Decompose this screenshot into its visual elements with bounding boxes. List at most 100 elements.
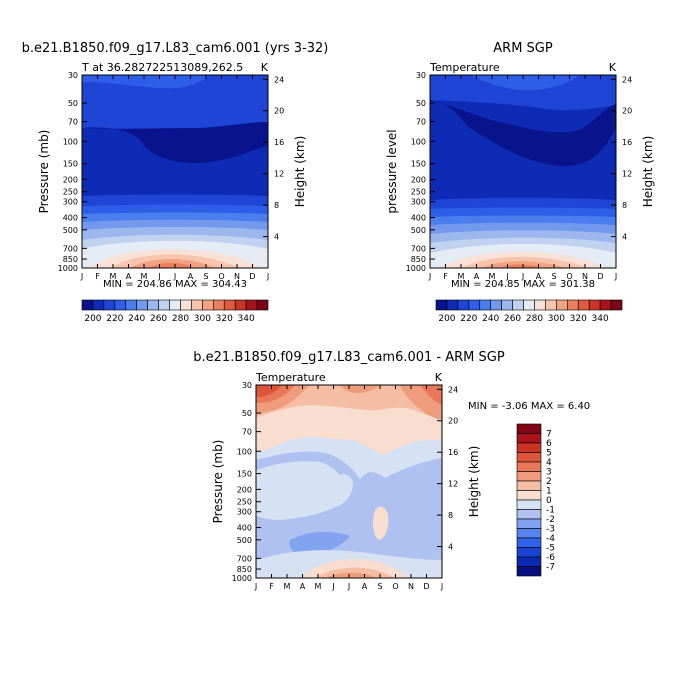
colorbar-swatch	[212, 299, 225, 311]
colorbar-swatch	[81, 299, 94, 311]
height-tick-label: 12	[274, 170, 284, 179]
height-tick-label: 24	[448, 385, 458, 394]
month-tick-label: M	[141, 272, 148, 281]
height-tick-label: 24	[622, 75, 632, 84]
colorbar-swatch	[599, 299, 612, 311]
pressure-tick-label: 400	[63, 214, 78, 223]
pressure-tick-label: 50	[416, 99, 426, 108]
panel-diff: b.e21.B1850.f09_g17.L83_cam6.001 - ARM S…	[193, 350, 590, 591]
panel-model-colorbar: 200 220 240 260 280 300 320 340	[81, 299, 269, 324]
colorbar-label: 320	[216, 314, 233, 324]
colorbar-swatch	[610, 299, 623, 311]
pressure-tick-label: 1000	[406, 264, 426, 273]
colorbar-swatch	[147, 299, 159, 311]
colorbar-swatch	[516, 471, 542, 482]
colorbar-swatch	[468, 299, 481, 311]
colorbar-label: 300	[548, 314, 565, 324]
colorbar-label: 3	[546, 468, 552, 478]
pressure-tick-label: 150	[63, 160, 78, 169]
colorbar-swatch	[457, 299, 470, 311]
pressure-tick-label: 400	[237, 524, 252, 533]
colorbar-label: 220	[460, 314, 477, 324]
pressure-tick-label: 70	[242, 428, 252, 437]
height-tick-label: 16	[448, 448, 458, 457]
height-tick-label: 8	[448, 511, 453, 520]
month-tick-label: J	[157, 272, 160, 281]
colorbar-swatch	[516, 490, 542, 501]
contour-band	[430, 75, 616, 111]
colorbar-swatch	[114, 299, 127, 311]
colorbar-swatch	[180, 299, 192, 311]
colorbar-label: -3	[546, 525, 555, 535]
panel-diff-contours	[256, 385, 442, 578]
pressure-tick-label: 300	[237, 508, 252, 517]
month-tick-label: D	[423, 582, 429, 591]
month-tick-label: S	[377, 582, 382, 591]
colorbar-label: -1	[546, 506, 555, 516]
colorbar-label: -7	[546, 563, 555, 573]
colorbar-swatch	[516, 423, 542, 434]
pressure-tick-label: 850	[63, 255, 78, 264]
colorbar-label: 0	[546, 496, 552, 506]
panel-model-units: K	[261, 61, 269, 74]
month-tick-label: M	[489, 272, 496, 281]
pressure-tick-label: 500	[411, 226, 426, 235]
month-tick-label: N	[234, 272, 240, 281]
contour-band	[430, 100, 616, 167]
height-tick-label: 20	[622, 107, 632, 116]
colorbar-swatch	[516, 480, 542, 491]
pressure-tick-label: 1000	[58, 264, 78, 273]
colorbar-swatch	[479, 299, 492, 311]
month-tick-label: D	[249, 272, 255, 281]
colorbar-label: 340	[592, 314, 609, 324]
month-tick-label: J	[521, 272, 524, 281]
colorbar-swatch	[523, 299, 535, 311]
colorbar-label: 320	[570, 314, 587, 324]
panel-diff-units: K	[435, 371, 443, 384]
month-tick-label: J	[505, 272, 508, 281]
panel-obs-colorbar: 200 220 240 260 280 300 320 340	[435, 299, 623, 324]
month-tick-label: M	[284, 582, 291, 591]
contour-band	[256, 385, 282, 397]
month-tick-label: O	[218, 272, 224, 281]
panel-model-ylabel: Pressure (mb)	[37, 130, 51, 214]
panel-model-left-label: T at 36.282722513089,262.5	[81, 61, 243, 74]
colorbar-swatch	[125, 299, 138, 311]
colorbar-swatch	[516, 556, 542, 567]
month-tick-label: M	[315, 582, 322, 591]
colorbar-swatch	[512, 299, 524, 311]
pressure-tick-label: 200	[411, 175, 426, 184]
month-tick-label: O	[392, 582, 398, 591]
contour-band	[325, 572, 375, 578]
panel-obs: ARM SGP Temperature K 30 50 70 100 150 200 250…	[385, 41, 655, 324]
colorbar-label: 260	[504, 314, 521, 324]
month-tick-label: M	[110, 272, 117, 281]
month-tick-label: J	[173, 272, 176, 281]
colorbar-swatch	[516, 499, 542, 510]
height-tick-label: 16	[274, 138, 284, 147]
contour-band	[82, 75, 210, 89]
colorbar-swatch	[490, 299, 502, 311]
height-tick-label: 4	[274, 233, 279, 242]
colorbar-label: 200	[84, 314, 101, 324]
panel-obs-ylabel: pressure level	[385, 129, 399, 213]
height-tick-label: 4	[622, 233, 627, 242]
colorbar-swatch	[566, 299, 579, 311]
colorbar-label: 6	[546, 439, 552, 449]
contour-band	[82, 75, 268, 129]
colorbar-swatch	[234, 299, 247, 311]
colorbar-label: 5	[546, 449, 552, 459]
pressure-tick-label: 70	[68, 118, 78, 127]
colorbar-swatch	[545, 299, 557, 311]
contour-band	[500, 264, 543, 268]
month-tick-label: A	[536, 272, 542, 281]
month-tick-label: N	[408, 582, 414, 591]
pressure-tick-label: 700	[411, 244, 426, 253]
colorbar-swatch	[516, 461, 542, 472]
colorbar-swatch	[245, 299, 258, 311]
panel-diff-stats: MIN = -3.06 MAX = 6.40	[468, 401, 590, 412]
colorbar-label: 240	[482, 314, 499, 324]
